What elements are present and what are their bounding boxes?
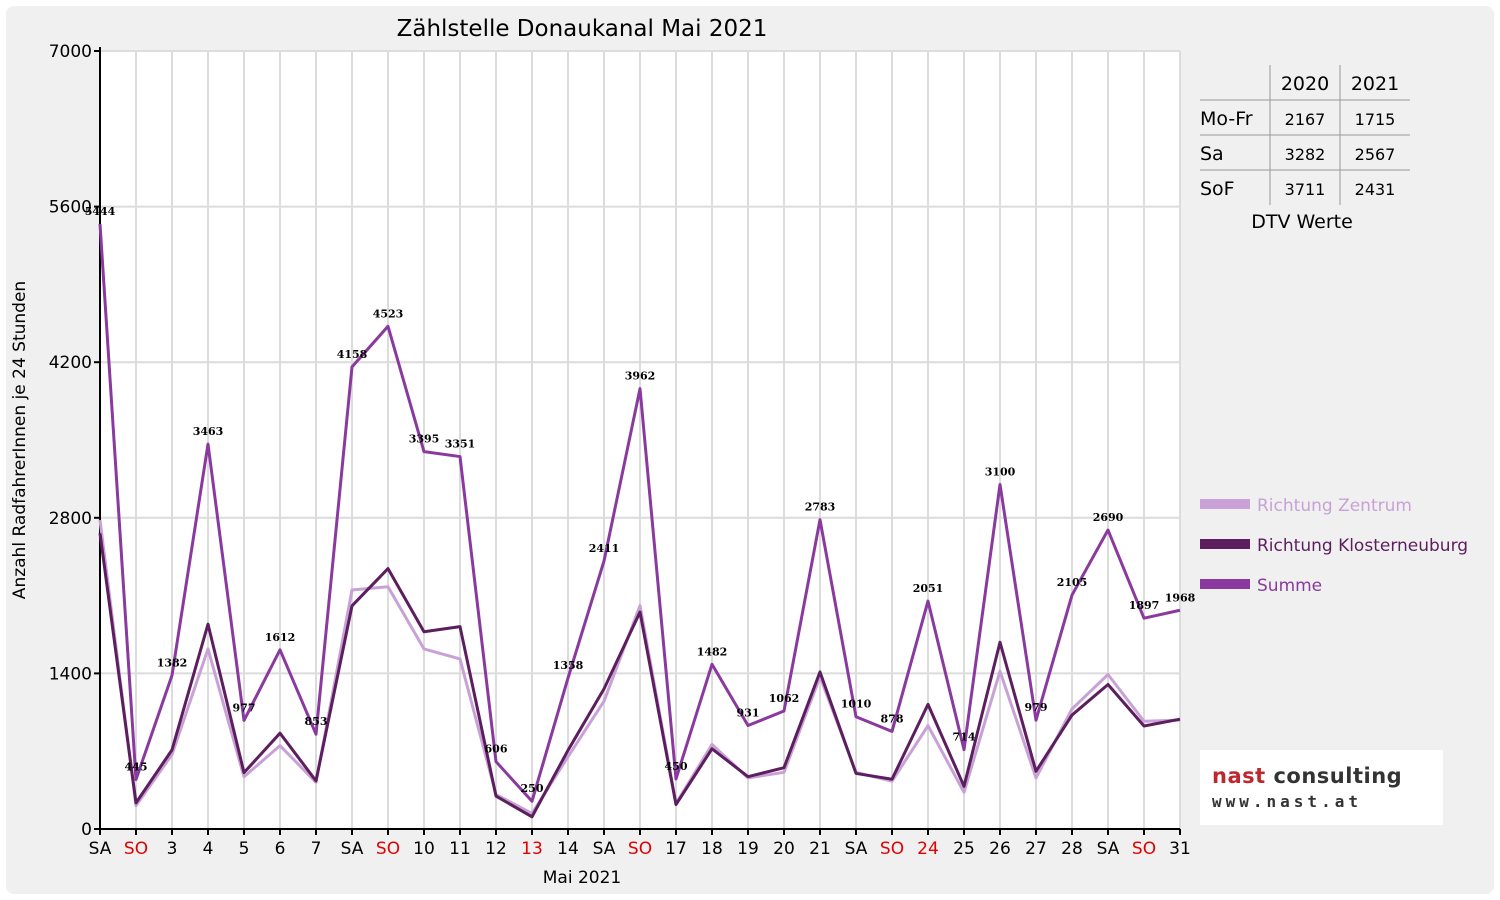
data-label: 450: [665, 760, 688, 773]
data-label: 714: [953, 731, 976, 744]
table-cell: 2167: [1285, 110, 1326, 129]
x-tick-label: SO: [124, 839, 148, 859]
y-tick-label: 1400: [49, 664, 92, 684]
data-label: 3100: [985, 465, 1016, 478]
data-label: 1382: [157, 656, 188, 669]
data-label: 606: [485, 743, 508, 756]
data-label: 2690: [1093, 511, 1124, 524]
table-header: 2021: [1351, 73, 1399, 95]
x-tick-label: 26: [989, 839, 1011, 859]
x-axis-label: Mai 2021: [543, 868, 621, 888]
chart-title: Zählstelle Donaukanal Mai 2021: [397, 16, 768, 42]
y-tick-label: 0: [81, 820, 92, 840]
series-line: [98, 223, 1181, 803]
x-tick-label: 12: [485, 839, 507, 859]
data-label: 4523: [373, 307, 404, 320]
x-tick-label: SA: [1097, 839, 1120, 859]
series-line: [98, 519, 1181, 815]
legend-swatch: [1200, 499, 1250, 509]
data-label: 1968: [1165, 591, 1196, 604]
data-label: 2051: [913, 582, 944, 595]
data-label: 1482: [697, 645, 728, 658]
x-tick-label: SA: [341, 839, 364, 859]
x-tick-label: 14: [557, 839, 579, 859]
x-tick-label: 11: [449, 839, 471, 859]
data-label: 3351: [445, 438, 476, 451]
x-tick-label: 13: [521, 839, 543, 859]
table-cell: 2431: [1355, 180, 1396, 199]
x-tick-label: 24: [917, 839, 939, 859]
data-label: 4158: [337, 348, 368, 361]
x-tick-label: 10: [413, 839, 435, 859]
data-label: 5444: [85, 205, 116, 218]
data-label: 931: [737, 707, 760, 720]
data-label: 853: [305, 715, 328, 728]
data-label: 979: [1025, 701, 1048, 714]
nast-consulting-logo: nast consulting www.nast.at: [1200, 750, 1443, 825]
data-label: 2411: [589, 542, 620, 555]
table-cell: 3282: [1285, 145, 1326, 164]
legend-swatch: [1200, 539, 1250, 549]
table-cell: 2567: [1355, 145, 1396, 164]
data-label: 1010: [841, 698, 872, 711]
x-tick-label: SO: [628, 839, 652, 859]
data-label: 1897: [1129, 599, 1160, 612]
x-tick-label: 6: [275, 839, 286, 859]
x-tick-label: 31: [1169, 839, 1191, 859]
data-label: 1358: [553, 659, 584, 672]
x-tick-label: SO: [1132, 839, 1156, 859]
x-tick-label: SA: [593, 839, 616, 859]
y-tick-label: 2800: [49, 509, 92, 529]
x-tick-label: 25: [953, 839, 975, 859]
x-tick-label: 19: [737, 839, 759, 859]
data-label: 3463: [193, 425, 224, 438]
x-tick-label: 7: [311, 839, 322, 859]
y-axis-label: Anzahl RadfahrerInnen je 24 Stunden: [10, 281, 30, 599]
legend-entry: Summe: [1257, 576, 1322, 596]
data-label: 3962: [625, 370, 656, 383]
legend-entry: Richtung Zentrum: [1257, 496, 1412, 516]
y-tick-label: 4200: [49, 353, 92, 373]
x-tick-label: SA: [89, 839, 112, 859]
data-label: 2105: [1057, 576, 1088, 589]
x-tick-label: 4: [203, 839, 214, 859]
data-label: 445: [125, 761, 148, 774]
x-tick-label: 28: [1061, 839, 1083, 859]
legend-swatch: [1200, 579, 1250, 589]
y-tick-label: 5600: [49, 198, 92, 218]
table-cell: 1715: [1355, 110, 1396, 129]
y-tick-label: 7000: [49, 42, 92, 62]
data-label: 3395: [409, 433, 440, 446]
table-row-label: Sa: [1200, 143, 1224, 165]
x-tick-label: SO: [376, 839, 400, 859]
data-label: 878: [881, 712, 904, 725]
data-label: 1612: [265, 631, 296, 644]
data-label: 250: [521, 782, 544, 795]
x-tick-label: 3: [167, 839, 178, 859]
table-row-label: SoF: [1200, 178, 1235, 200]
table-caption: DTV Werte: [1251, 211, 1353, 233]
x-tick-label: 21: [809, 839, 831, 859]
data-label: 1062: [769, 692, 800, 705]
x-tick-label: SO: [880, 839, 904, 859]
data-label: 977: [233, 701, 256, 714]
table-cell: 3711: [1285, 180, 1326, 199]
table-header: 2020: [1281, 73, 1329, 95]
x-tick-label: 20: [773, 839, 795, 859]
x-tick-label: SA: [845, 839, 868, 859]
data-label: 2783: [805, 501, 836, 514]
series-line: [98, 533, 1181, 819]
x-tick-label: 27: [1025, 839, 1047, 859]
legend-entry: Richtung Klosterneuburg: [1257, 536, 1468, 556]
table-row-label: Mo-Fr: [1200, 108, 1253, 130]
x-tick-label: 5: [239, 839, 250, 859]
x-tick-label: 18: [701, 839, 723, 859]
x-tick-label: 17: [665, 839, 687, 859]
